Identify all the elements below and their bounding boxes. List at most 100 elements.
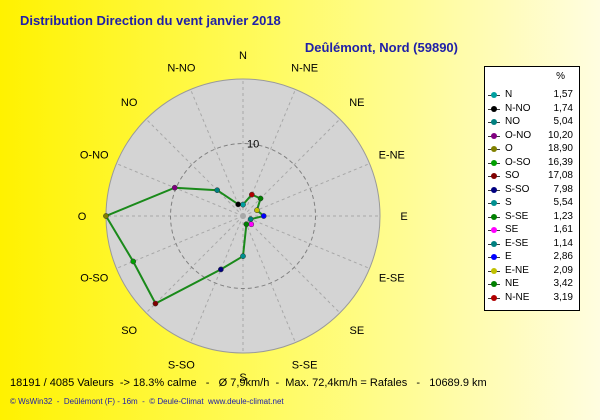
legend-marker-icon — [491, 105, 497, 112]
spoke-NO — [145, 118, 244, 217]
spoke-S-SE — [242, 215, 296, 343]
legend-marker-icon — [491, 227, 497, 233]
legend-marker-icon — [491, 132, 497, 139]
legend-item: N 1,57 — [485, 89, 579, 102]
legend-value: 1,57 — [553, 89, 573, 100]
data-point-E-NE — [254, 207, 260, 214]
legend-marker-icon — [491, 294, 497, 301]
legend-direction: S — [505, 197, 512, 208]
direction-label-O-SO: O-SO — [80, 273, 109, 285]
legend-item: O 18,90 — [485, 143, 579, 156]
legend-value: 1,23 — [553, 210, 573, 222]
spoke-E-SE — [242, 215, 370, 269]
direction-label-N-NO: N-NO — [167, 62, 196, 74]
legend-marker-icon — [491, 281, 497, 287]
legend-value: 3,42 — [553, 278, 573, 289]
footer-stats: 18191 / 4085 Valeurs -> 18.3% calme - Ø … — [10, 377, 487, 389]
legend-item: S 5,54 — [485, 197, 579, 210]
legend-direction: O-NO — [505, 129, 532, 141]
legend-direction: S-SO — [505, 183, 530, 195]
legend-value: 5,04 — [553, 116, 573, 127]
legend-marker-icon — [491, 146, 497, 152]
direction-label-NO: NO — [121, 97, 138, 109]
data-point-E — [260, 213, 267, 219]
legend-direction: E-SE — [505, 237, 529, 249]
legend-item: E-SE 1,14 — [485, 238, 579, 251]
legend-marker-icon — [491, 186, 497, 193]
legend-value: 16,39 — [547, 156, 573, 168]
direction-label-S-SO: S-SO — [168, 360, 195, 372]
direction-label-NE: NE — [349, 97, 364, 109]
spoke-S-SO — [190, 215, 244, 343]
spoke-N-NO — [190, 89, 244, 217]
spoke-SE — [242, 215, 341, 314]
data-point-SO — [152, 300, 159, 307]
legend-marker-icon — [491, 173, 497, 179]
direction-label-SO: SO — [121, 325, 137, 337]
chart-title: Distribution Direction du vent janvier 2… — [20, 13, 281, 28]
legend: % N 1,57 N-NO 1,74 NO 5,04 O-NO 10,20 O 18,90 O-SO… — [484, 66, 580, 311]
direction-label-E-NE: E-NE — [379, 149, 405, 161]
legend-direction: SO — [505, 170, 520, 181]
legend-item: N-NE 3,19 — [485, 292, 579, 305]
direction-label-O-NO: O-NO — [80, 149, 109, 161]
legend-marker-icon — [491, 159, 497, 166]
data-point-O-NO — [171, 184, 178, 191]
chart-subtitle: Deûlémont, Nord (59890) — [304, 40, 458, 55]
ring-10 — [170, 143, 316, 289]
data-point-SE — [248, 221, 255, 228]
legend-value: 17,08 — [547, 170, 573, 181]
spoke-NE — [242, 118, 341, 217]
legend-value: 18,90 — [547, 143, 573, 154]
legend-item: E 2,86 — [485, 251, 579, 264]
spoke-O-NO — [116, 163, 244, 217]
credits: © WsWin32 - Deûlémont (F) - 16m - © Deul… — [10, 397, 284, 406]
direction-label-S-SE: S-SE — [292, 360, 318, 372]
legend-direction: N-NO — [505, 102, 531, 114]
legend-value: 2,86 — [553, 251, 573, 262]
legend-item: O-NO 10,20 — [485, 130, 579, 143]
legend-item: SO 17,08 — [485, 170, 579, 183]
data-point-N-NO — [235, 201, 242, 208]
data-point-N — [240, 201, 246, 208]
legend-header: % — [556, 71, 565, 82]
data-point-NO — [214, 187, 221, 194]
data-point-S — [240, 253, 246, 260]
legend-value: 1,61 — [553, 224, 573, 235]
direction-label-O: O — [78, 211, 87, 223]
legend-marker-icon — [491, 254, 497, 260]
legend-marker-icon — [491, 92, 497, 98]
legend-marker-icon — [491, 119, 497, 125]
direction-label-SE: SE — [350, 325, 365, 337]
legend-value: 10,20 — [547, 129, 573, 141]
legend-value: 1,74 — [553, 102, 573, 114]
legend-marker-icon — [491, 267, 497, 274]
legend-value: 7,98 — [553, 183, 573, 195]
spoke-E-NE — [242, 163, 370, 217]
data-point-O — [103, 213, 109, 219]
legend-direction: N — [505, 89, 513, 100]
data-point-S-SO — [218, 266, 224, 273]
legend-direction: E-NE — [505, 264, 529, 276]
direction-label-N: N — [239, 50, 247, 62]
data-point-NE — [257, 195, 264, 202]
direction-label-E: E — [400, 211, 407, 223]
legend-direction: E — [505, 251, 512, 262]
legend-marker-icon — [491, 240, 497, 247]
data-point-S-SE — [243, 221, 250, 228]
legend-item: SE 1,61 — [485, 224, 579, 237]
legend-value: 3,19 — [553, 291, 573, 303]
legend-value: 5,54 — [553, 197, 573, 208]
data-point-N-NE — [248, 191, 255, 198]
direction-label-E-SE: E-SE — [379, 273, 405, 285]
ring-tick-label: 10 — [247, 139, 259, 151]
legend-item: N-NO 1,74 — [485, 103, 579, 116]
legend-direction: N-NE — [505, 291, 530, 303]
legend-direction: SE — [505, 224, 519, 235]
legend-item: NO 5,04 — [485, 116, 579, 129]
legend-item: NE 3,42 — [485, 278, 579, 291]
legend-direction: O — [505, 143, 513, 154]
legend-item: O-SO 16,39 — [485, 157, 579, 170]
